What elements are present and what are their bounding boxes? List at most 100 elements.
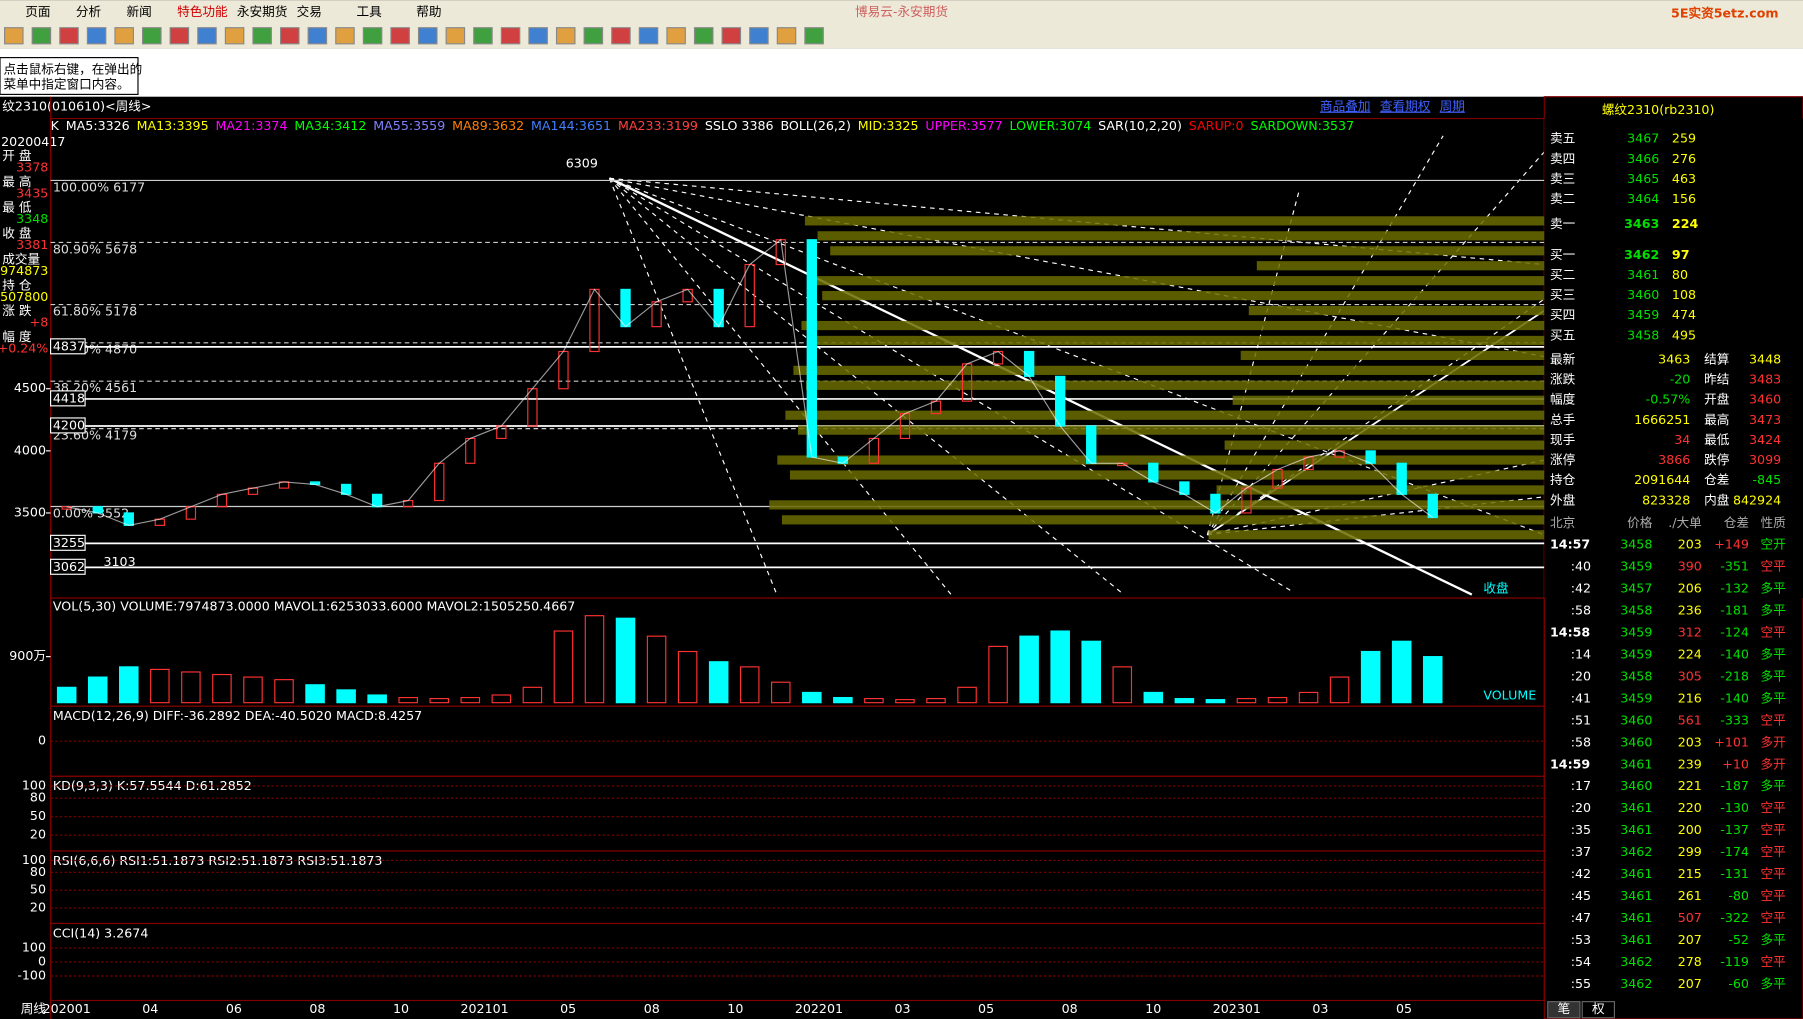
menu-item[interactable]: 页面 — [25, 4, 50, 19]
indicator-value: K — [51, 118, 60, 133]
trade-header: 北京 — [1550, 515, 1575, 530]
trade-time: :35 — [1571, 822, 1591, 837]
volume-bar — [243, 676, 263, 704]
info-label: 开 盘 — [2, 148, 32, 163]
trade-oi-change: +149 — [1714, 537, 1749, 552]
toolbar-button[interactable] — [59, 27, 79, 45]
trade-oi-change: -351 — [1720, 559, 1749, 574]
x-tick-label: 04 — [142, 1001, 158, 1016]
toolbar-button[interactable] — [279, 27, 300, 45]
stat-label: 外盘 — [1550, 492, 1576, 507]
toolbar-button[interactable] — [583, 27, 604, 45]
toolbar-button[interactable] — [638, 27, 659, 45]
toolbar-button[interactable] — [335, 27, 355, 45]
tab-label: 笔 — [1558, 1001, 1571, 1016]
toolbar-button[interactable] — [528, 27, 548, 45]
toolbar-button[interactable] — [362, 27, 383, 45]
toolbar-button[interactable] — [390, 27, 410, 45]
trade-price: 3458 — [1620, 537, 1652, 552]
menu-item[interactable]: 交易 — [297, 4, 322, 19]
fib-value: 4179 — [105, 427, 137, 442]
volume-profile — [793, 365, 1803, 375]
trade-price: 3460 — [1620, 778, 1652, 793]
x-tick-label: 10 — [1145, 1001, 1161, 1016]
volume-bar — [584, 615, 605, 704]
toolbar-button[interactable] — [693, 27, 714, 45]
trade-nature: 多平 — [1761, 646, 1786, 661]
toolbar-button[interactable] — [749, 27, 769, 45]
toolbar-button[interactable] — [473, 27, 493, 45]
toolbar-button[interactable] — [611, 27, 631, 45]
toolbar-button[interactable] — [721, 27, 742, 45]
trade-time: :41 — [1571, 690, 1591, 705]
y-tick-label: 100 — [22, 939, 46, 954]
trade-time: :47 — [1571, 910, 1591, 925]
toolbar-button[interactable] — [224, 27, 245, 45]
fib-value: 5678 — [105, 241, 137, 256]
axis-label: 周线 — [21, 1001, 47, 1016]
x-tick-label: 202201 — [795, 1001, 843, 1016]
toolbar-button[interactable] — [142, 27, 162, 45]
toolbar-button[interactable] — [4, 27, 24, 45]
toolbar-button[interactable] — [86, 27, 107, 45]
stat-label: 最新 — [1550, 352, 1576, 367]
info-value: 3378 — [16, 159, 48, 174]
trade-header: 性质 — [1761, 515, 1786, 530]
toolbar-button[interactable] — [417, 27, 438, 45]
tab[interactable] — [1581, 1001, 1615, 1019]
menu-item[interactable]: 特色功能 — [177, 4, 228, 19]
volume-profile — [777, 455, 1803, 465]
stat-label: 跌停 — [1704, 452, 1729, 467]
trend-line — [1206, 309, 1545, 536]
toolbar-button[interactable] — [804, 27, 824, 45]
trade-price: 3459 — [1620, 646, 1652, 661]
header-link[interactable]: 商品叠加 — [1320, 99, 1371, 114]
fib-pct: 80.90% — [53, 241, 101, 256]
fib-pct: 100.00% — [53, 179, 109, 194]
indicator-value: SARUP:0 — [1189, 118, 1244, 133]
menu-item[interactable]: 分析 — [76, 4, 102, 19]
trade-price: 3461 — [1620, 888, 1652, 903]
level-box — [50, 558, 86, 575]
candle — [1055, 375, 1066, 427]
toolbar-button[interactable] — [169, 27, 190, 45]
candle — [1396, 462, 1407, 495]
stat-label: 结算 — [1704, 352, 1729, 367]
toolbar-button[interactable] — [555, 27, 576, 45]
indicator-value: MA144:3651 — [531, 118, 611, 133]
book-volume: 495 — [1672, 327, 1696, 342]
trade-header: ./大单 — [1668, 515, 1702, 530]
y-tick-label: 4000 — [14, 442, 46, 457]
header-link[interactable]: 查看期权 — [1380, 99, 1431, 114]
toolbar-button[interactable] — [666, 27, 686, 45]
toolbar-button[interactable] — [197, 27, 217, 45]
book-label: 买一 — [1550, 247, 1576, 262]
tab[interactable] — [1547, 1001, 1581, 1019]
toolbar-button[interactable] — [776, 27, 797, 45]
volume-bar — [1391, 640, 1412, 704]
toolbar-button[interactable] — [31, 27, 52, 45]
y-tick-label: 100 — [22, 852, 46, 867]
header-link[interactable]: 周期 — [1440, 99, 1465, 114]
toolbar-button[interactable] — [252, 27, 272, 45]
fib-label: 61.80% 5178 — [53, 303, 137, 318]
trade-oi-change: -124 — [1720, 624, 1749, 639]
toolbar-button[interactable] — [307, 27, 328, 45]
menu-item[interactable]: 新闻 — [126, 4, 151, 19]
trade-price: 3462 — [1620, 844, 1652, 859]
toolbar-button[interactable] — [500, 27, 521, 45]
menu-item[interactable]: 工具 — [356, 4, 382, 19]
toolbar-button[interactable] — [445, 27, 466, 45]
trade-price: 3459 — [1620, 624, 1652, 639]
volume-profile — [804, 216, 1803, 226]
volume-bar — [367, 694, 387, 704]
stat-label: 持仓 — [1550, 472, 1576, 487]
stat-value: 2091644 — [1634, 472, 1690, 487]
toolbar-button[interactable] — [114, 27, 134, 45]
book-price: 3458 — [1627, 327, 1659, 342]
candle — [434, 462, 445, 502]
menu-item[interactable]: 永安期货 — [237, 4, 288, 19]
menu-item[interactable]: 帮助 — [416, 4, 441, 19]
watermark: 5E实资5etz.com — [1671, 5, 1779, 20]
trade-nature: 空平 — [1761, 624, 1786, 639]
